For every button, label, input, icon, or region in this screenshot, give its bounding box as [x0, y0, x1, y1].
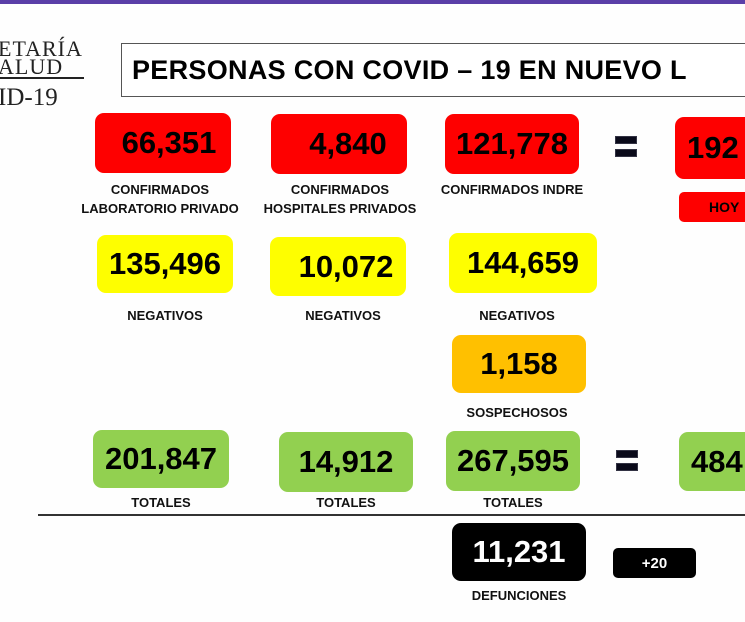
- negatives-private-hospitals-box: 10,072: [270, 237, 406, 296]
- suspected-value: 1,158: [480, 346, 558, 381]
- grand-total-value: 484: [691, 443, 743, 479]
- logo-line-2: ALUD: [0, 54, 64, 79]
- suspected-box: 1,158: [452, 335, 586, 393]
- confirmed-private-lab-label: CONFIRMADOS LABORATORIO PRIVADO: [70, 180, 250, 218]
- confirmed-private-lab-value: 66,351: [121, 125, 217, 160]
- negatives-private-lab-label: NEGATIVOS: [127, 308, 203, 323]
- totals-private-lab-box: 201,847: [93, 430, 229, 488]
- negatives-indre-box: 144,659: [449, 233, 597, 293]
- negatives-indre-value: 144,659: [466, 245, 580, 280]
- totals-private-hospitals-label: TOTALES: [316, 495, 376, 510]
- totals-private-lab-label: TOTALES: [131, 495, 191, 510]
- deaths-label: DEFUNCIONES: [471, 588, 567, 603]
- confirmed-total-value: 192: [687, 130, 739, 165]
- top-accent-bar: [0, 0, 745, 4]
- totals-private-hospitals-box: 14,912: [279, 432, 413, 492]
- today-label: HOY: [709, 199, 740, 215]
- totals-private-hospitals-value: 14,912: [298, 444, 394, 479]
- equals-icon: [615, 136, 637, 158]
- totals-private-lab-value: 201,847: [104, 441, 218, 476]
- suspected-label: SOSPECHOSOS: [466, 405, 568, 420]
- title-box: PERSONAS CON COVID – 19 EN NUEVO L: [121, 43, 745, 97]
- totals-indre-box: 267,595: [446, 431, 580, 491]
- today-badge: HOY: [679, 192, 745, 222]
- section-divider: [38, 514, 745, 516]
- negatives-private-lab-box: 135,496: [97, 235, 233, 293]
- negatives-private-hospitals-label: NEGATIVOS: [305, 308, 381, 323]
- label-line-1: CONFIRMADOS: [110, 182, 210, 197]
- negatives-private-lab-value: 135,496: [108, 246, 222, 281]
- confirmed-private-lab-box: 66,351: [95, 113, 231, 173]
- confirmed-indre-label: CONFIRMADOS INDRE: [440, 182, 584, 197]
- totals-indre-label: TOTALES: [483, 495, 543, 510]
- confirmed-private-hospitals-label: CONFIRMADOS HOSPITALES PRIVADOS: [250, 180, 430, 218]
- negatives-private-hospitals-value: 10,072: [298, 248, 394, 284]
- confirmed-private-hospitals-box: 4,840: [271, 114, 407, 174]
- confirmed-indre-box: 121,778: [445, 114, 579, 174]
- equals-icon: [616, 450, 638, 472]
- logo-line-3: ID-19: [0, 84, 58, 111]
- deaths-increase-value: +20: [641, 554, 668, 572]
- deaths-box: 11,231: [452, 523, 586, 581]
- grand-total-box: 484: [679, 432, 745, 491]
- label-line-1: CONFIRMADOS: [290, 182, 390, 197]
- negatives-indre-label: NEGATIVOS: [479, 308, 555, 323]
- confirmed-indre-value: 121,778: [455, 126, 569, 161]
- page-title: PERSONAS CON COVID – 19 EN NUEVO L: [132, 55, 687, 85]
- confirmed-private-hospitals-value: 4,840: [309, 126, 387, 161]
- deaths-value: 11,231: [472, 534, 566, 569]
- logo-line-1: ETARÍA: [0, 36, 83, 61]
- label-line-2: LABORATORIO PRIVADO: [81, 201, 239, 216]
- deaths-increase-badge: +20: [613, 548, 696, 578]
- confirmed-total-box: 192: [675, 117, 745, 179]
- totals-indre-value: 267,595: [456, 443, 570, 478]
- logo-divider: [0, 77, 84, 79]
- label-line-2: HOSPITALES PRIVADOS: [263, 201, 417, 216]
